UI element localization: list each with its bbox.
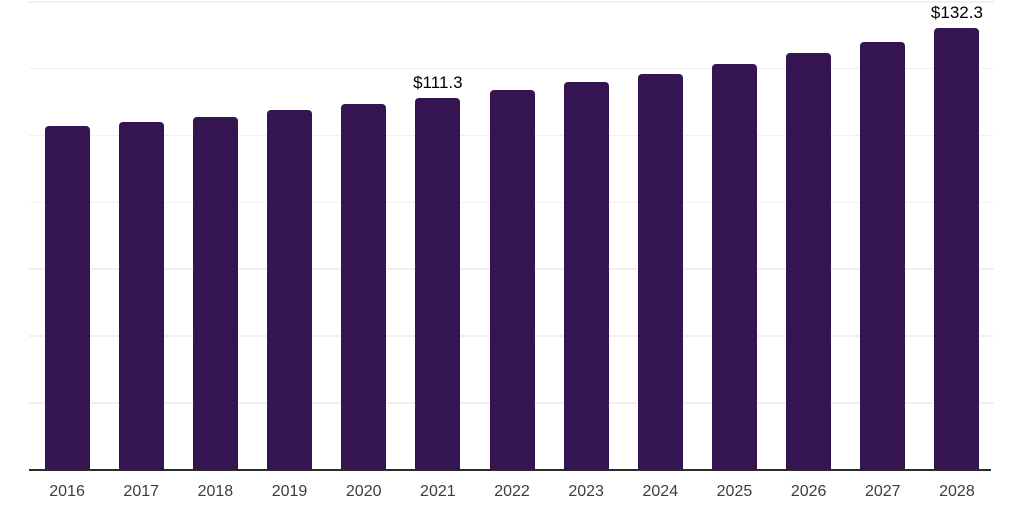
x-tick-label: 2026 — [790, 483, 827, 500]
x-tick-label: 2027 — [864, 483, 901, 500]
x-tick-label: 2020 — [345, 483, 382, 500]
bar — [489, 89, 535, 470]
x-axis-line — [29, 469, 991, 471]
bar — [118, 122, 164, 470]
bar — [860, 42, 906, 470]
x-tick-label: 2024 — [642, 483, 679, 500]
bar — [44, 125, 90, 470]
bar — [415, 97, 461, 470]
gridline — [29, 67, 994, 70]
bar-value-label: $132.3 — [930, 2, 983, 22]
bar — [192, 117, 238, 470]
x-tick-label: 2016 — [49, 483, 85, 500]
gridline — [29, 1, 994, 3]
x-tick-label: 2021 — [420, 483, 456, 500]
x-tick-label: 2018 — [197, 483, 234, 500]
bar — [267, 110, 313, 470]
x-tick-label: 2022 — [494, 483, 530, 500]
x-tick-label: 2019 — [271, 483, 308, 500]
x-tick-label: 2025 — [716, 483, 753, 500]
x-tick-label: 2028 — [939, 483, 975, 500]
bar — [711, 63, 757, 470]
x-tick-label: 2023 — [568, 483, 604, 500]
bar — [786, 53, 832, 470]
bar — [563, 81, 609, 470]
bar — [341, 104, 387, 470]
bar — [934, 27, 980, 470]
bar — [637, 73, 683, 470]
bar-value-label: $111.3 — [413, 72, 463, 92]
x-tick-label: 2017 — [123, 483, 160, 500]
